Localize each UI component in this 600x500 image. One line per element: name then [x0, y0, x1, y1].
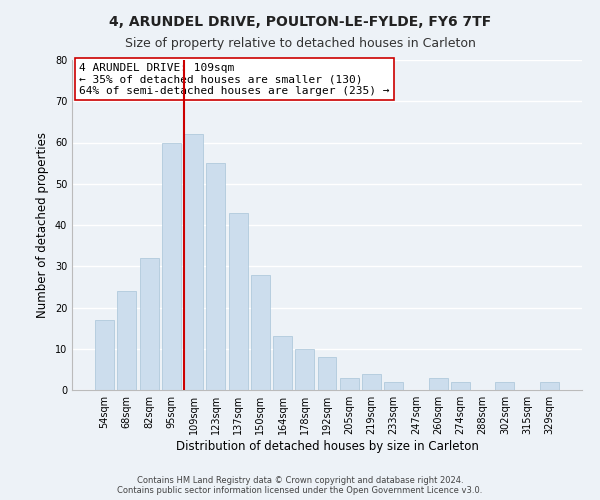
Bar [496, 382, 514, 390]
Bar [429, 378, 448, 390]
Bar [251, 274, 270, 390]
Bar [140, 258, 158, 390]
X-axis label: Distribution of detached houses by size in Carleton: Distribution of detached houses by size … [176, 440, 478, 453]
Bar [229, 212, 248, 390]
Bar [340, 378, 359, 390]
Text: Contains HM Land Registry data © Crown copyright and database right 2024.
Contai: Contains HM Land Registry data © Crown c… [118, 476, 482, 495]
Text: 4, ARUNDEL DRIVE, POULTON-LE-FYLDE, FY6 7TF: 4, ARUNDEL DRIVE, POULTON-LE-FYLDE, FY6 … [109, 15, 491, 29]
Text: Size of property relative to detached houses in Carleton: Size of property relative to detached ho… [125, 38, 475, 51]
Bar [162, 142, 181, 390]
Bar [206, 163, 225, 390]
Bar [451, 382, 470, 390]
Bar [95, 320, 114, 390]
Text: 4 ARUNDEL DRIVE: 109sqm
← 35% of detached houses are smaller (130)
64% of semi-d: 4 ARUNDEL DRIVE: 109sqm ← 35% of detache… [79, 63, 389, 96]
Bar [184, 134, 203, 390]
Bar [273, 336, 292, 390]
Bar [384, 382, 403, 390]
Bar [362, 374, 381, 390]
Bar [540, 382, 559, 390]
Bar [295, 349, 314, 390]
Bar [118, 291, 136, 390]
Y-axis label: Number of detached properties: Number of detached properties [36, 132, 49, 318]
Bar [317, 357, 337, 390]
